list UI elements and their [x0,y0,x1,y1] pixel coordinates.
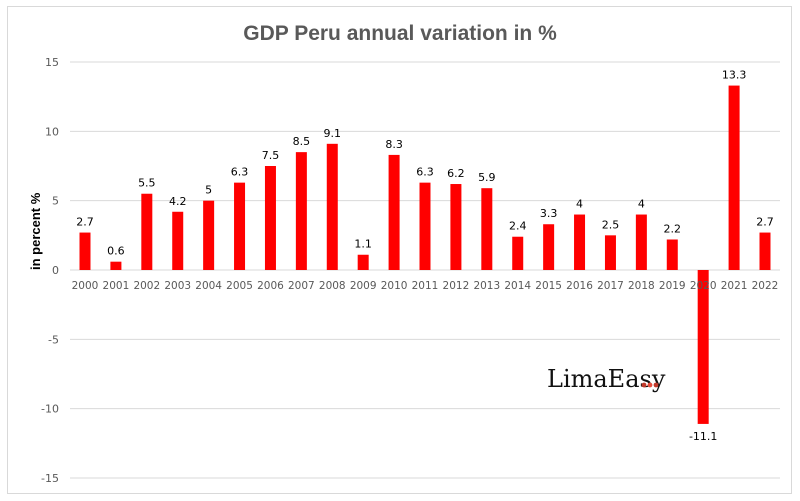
bars [79,85,771,424]
bar [357,254,369,270]
x-tick-label: 2002 [133,280,160,292]
watermark-logo: LimaEasy [547,365,666,393]
y-tick-label: 0 [52,264,59,277]
x-tick-label: 2010 [381,280,408,292]
data-label: 13.3 [722,69,747,82]
x-tick-label: 2022 [752,280,779,292]
bar [759,232,771,270]
y-tick-label: 5 [52,195,59,208]
chart-title: GDP Peru annual variation in % [243,22,557,45]
bar [172,211,184,270]
data-label: 0.6 [107,245,125,258]
data-label: 5.9 [478,171,496,184]
data-label: 4 [638,198,645,211]
x-tick-label: 2003 [164,280,191,292]
data-label: 2.2 [664,222,682,235]
data-label: 4.2 [169,195,187,208]
data-label: 3.3 [540,207,558,220]
y-tick-label: -15 [41,472,59,485]
data-label: 2.7 [756,216,774,229]
y-tick-label: 10 [45,125,59,138]
bar [512,236,524,270]
bar [234,182,246,270]
x-tick-label: 2000 [72,280,99,292]
x-tick-label: 2021 [721,280,748,292]
x-tick-label: 2017 [597,280,624,292]
x-tick-label: 2015 [535,280,562,292]
data-label: 8.5 [293,135,311,148]
x-tick-label: 2013 [473,280,500,292]
bar [604,235,616,270]
x-tick-label: 2018 [628,280,655,292]
bar [264,166,276,270]
logo-dot [641,382,647,388]
x-tick-label: 2020 [690,280,717,292]
data-label: 6.3 [231,166,249,179]
x-tick-labels: 2000 2001 2002 2003 2004 2005 2006 2007 2008 2009… [72,280,779,292]
bar [697,270,709,424]
logo-dot [653,382,659,388]
x-tick-label: 2005 [226,280,253,292]
data-label: 7.5 [262,149,280,162]
x-tick-label: 2001 [103,280,130,292]
data-label: 2.4 [509,220,527,233]
logo-dot [647,382,653,388]
data-label: 4 [576,198,583,211]
y-tick-label: -10 [41,403,59,416]
x-tick-label: 2016 [566,280,593,292]
data-label: 6.3 [416,166,434,179]
y-tick-labels: 15 10 5 0 -5 -10 -15 [41,56,59,485]
bar [203,200,215,270]
bar [141,193,153,270]
data-label: 5.5 [138,177,156,190]
data-label: -11.1 [689,430,717,443]
bar [326,143,338,270]
y-tick-label: -5 [48,333,59,346]
data-label: 5 [205,184,212,197]
bar [79,232,91,270]
bar [295,152,307,270]
bar [481,188,493,270]
data-label: 2.7 [76,216,94,229]
data-labels: 2.7 0.6 5.5 4.2 5 6.3 7.5 8.5 9.1 1.1 8.3 6.3 6.2 5.9… [76,69,774,443]
logo-text: LimaEasy [547,365,666,393]
bar [666,239,678,270]
data-label: 8.3 [385,138,403,151]
x-tick-label: 2014 [504,280,531,292]
x-tick-label: 2009 [350,280,377,292]
data-label: 1.1 [354,238,372,251]
gridlines [70,61,780,479]
bar [728,85,740,270]
x-tick-label: 2011 [412,280,439,292]
bar [419,182,431,270]
x-tick-label: 2012 [443,280,470,292]
data-label: 9.1 [324,127,342,140]
bar [574,214,586,270]
x-tick-label: 2008 [319,280,346,292]
x-tick-label: 2004 [195,280,222,292]
x-tick-label: 2006 [257,280,284,292]
bar [388,154,400,270]
bar [635,214,647,270]
y-tick-label: 15 [45,56,59,69]
bar [110,261,122,270]
x-tick-label: 2019 [659,280,686,292]
x-tick-label: 2007 [288,280,315,292]
bar [543,224,555,270]
y-axis-label: in percent % [28,192,43,270]
bar [450,184,462,270]
data-label: 2.5 [602,218,620,231]
data-label: 6.2 [447,167,465,180]
